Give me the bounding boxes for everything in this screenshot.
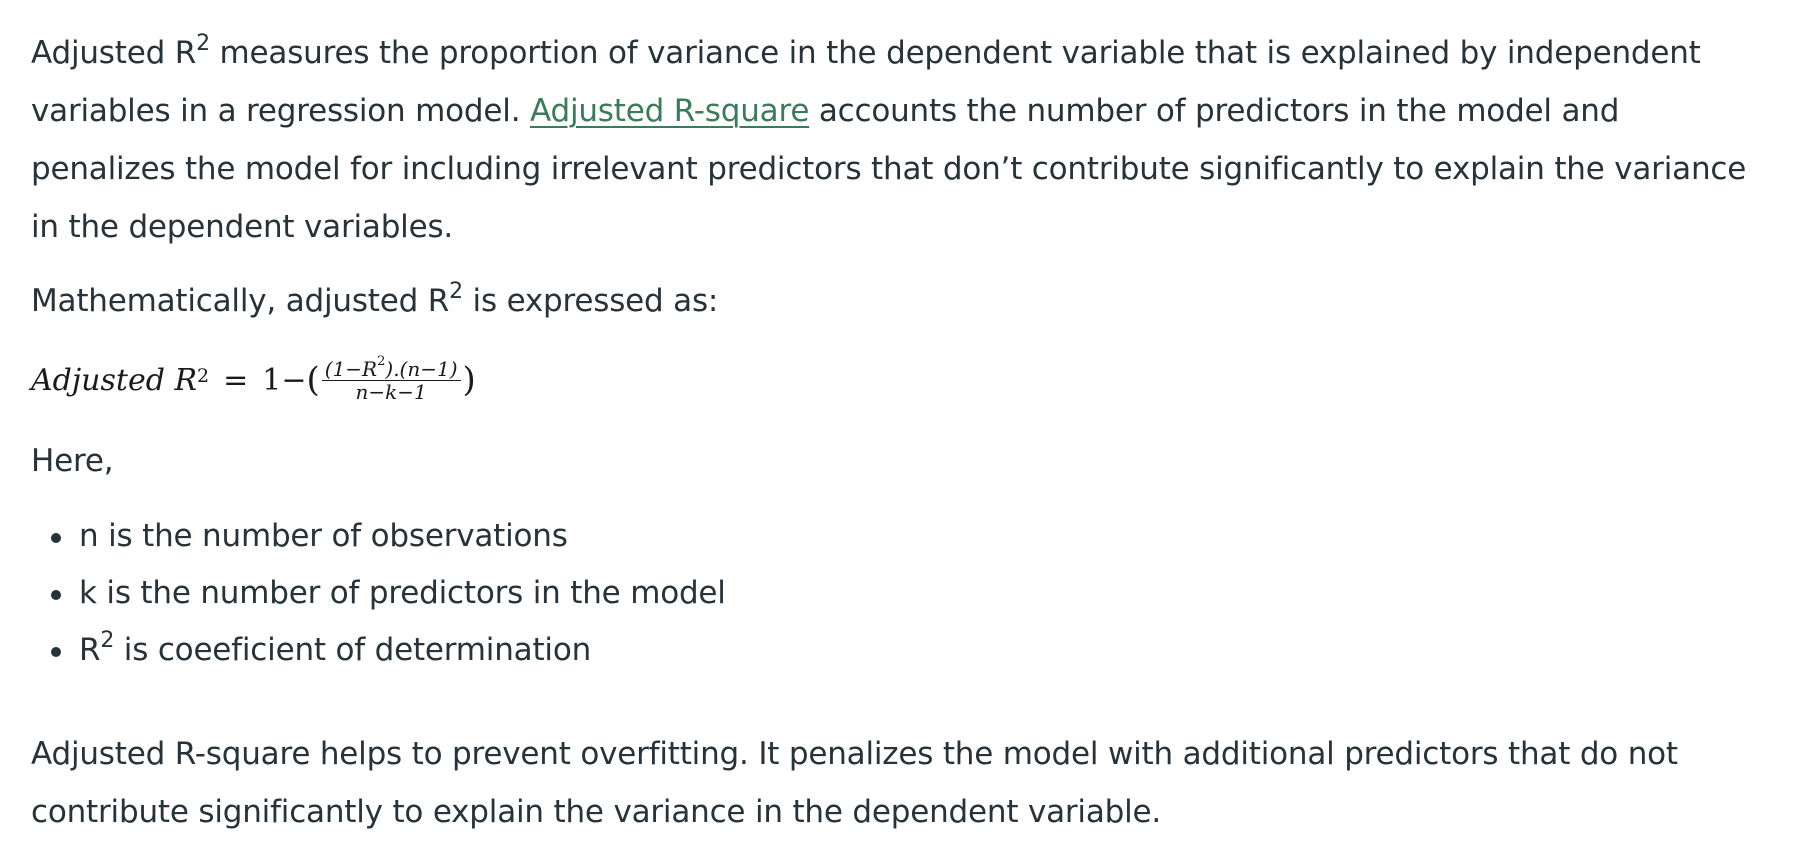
formula-close-paren: ): [462, 360, 476, 400]
formula-numerator: (1−R2).(n−1): [321, 355, 461, 381]
formula-equals: =: [223, 362, 249, 398]
definition-r2: is coeeficient of determination: [114, 632, 592, 668]
intro-text-2: measures the proportion of variance in t…: [31, 35, 1701, 129]
list-item: k is the number of predictors in the mod…: [51, 565, 1771, 622]
formula-numerator-a: (1−R: [324, 356, 378, 381]
intro-text-3: accounts the number of predictors in the…: [31, 93, 1747, 245]
list-item: n is the number of observations: [51, 508, 1771, 565]
math-intro-paragraph: Mathematically, adjusted R2 is expressed…: [31, 272, 1771, 330]
definition-r2-superscript: 2: [100, 627, 115, 653]
article-body: Adjusted R2 measures the proportion of v…: [31, 24, 1771, 841]
formula-one-minus: 1−: [262, 362, 307, 398]
adjusted-r-square-link[interactable]: Adjusted R-square: [530, 93, 810, 129]
formula-numerator-superscript: 2: [377, 353, 386, 369]
closing-paragraph: Adjusted R-square helps to prevent overf…: [31, 736, 1678, 830]
math-intro-text-2: is expressed as:: [462, 283, 719, 319]
r-squared-superscript: 2: [196, 30, 210, 56]
formula-fraction: (1−R2).(n−1) n−k−1: [321, 355, 461, 404]
formula-open-paren: (: [306, 360, 320, 400]
definition-n: n is the number of observations: [79, 518, 568, 554]
formula-numerator-b: ).(n−1): [385, 356, 458, 381]
math-intro-text-1: Mathematically, adjusted R: [31, 283, 450, 319]
formula-lhs: Adjusted R: [31, 362, 198, 398]
list-item: R2 is coeeficient of determination: [51, 622, 1771, 679]
formula-denominator: n−k−1: [355, 379, 427, 404]
here-label: Here,: [31, 443, 114, 479]
definition-k: k is the number of predictors in the mod…: [79, 575, 726, 611]
adjusted-r-squared-formula: Adjusted R 2 = 1−((1−R2).(n−1) n−k−1): [31, 353, 476, 404]
definition-r2-prefix: R: [79, 632, 101, 668]
math-intro-superscript: 2: [449, 278, 463, 304]
definitions-list: n is the number of observations k is the…: [31, 508, 1771, 679]
intro-paragraph: Adjusted R2 measures the proportion of v…: [31, 24, 1771, 256]
intro-text-1: Adjusted R: [31, 35, 197, 71]
